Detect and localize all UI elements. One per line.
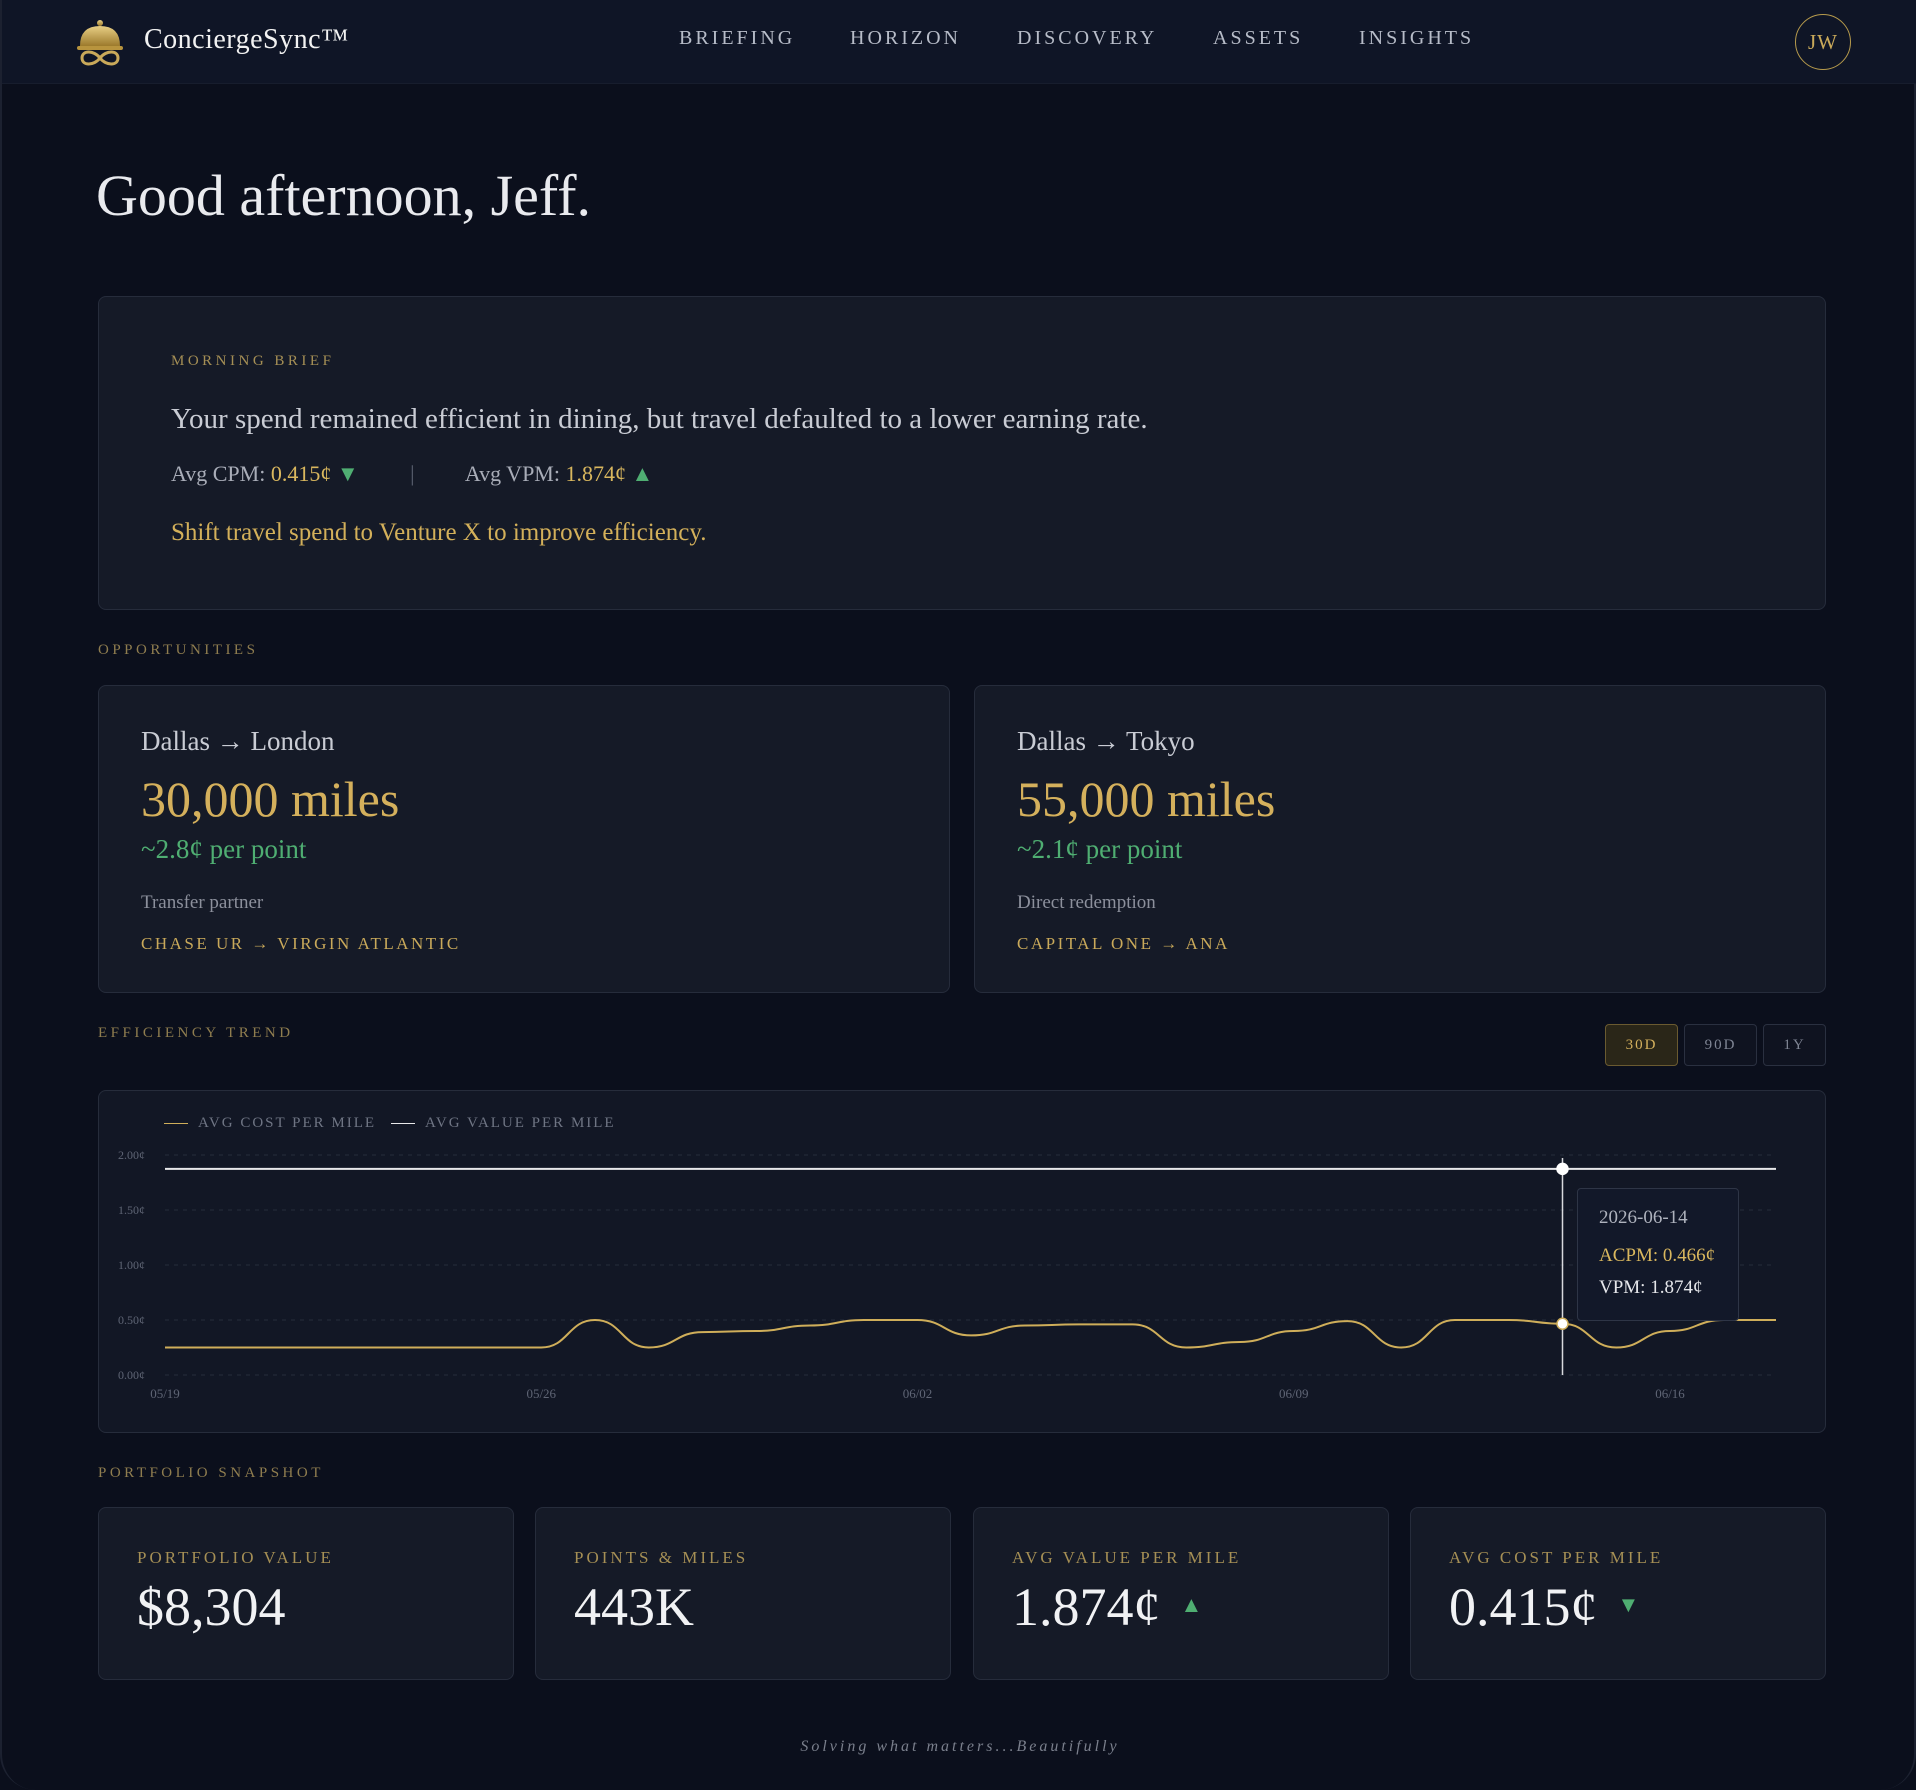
vpm-up-arrow-icon: ▲ [631,461,654,486]
cpm-down-arrow-icon: ▼ [336,461,359,486]
up-arrow-icon: ▲ [1180,1591,1203,1617]
kpi-value: 0.415¢ ▼ [1449,1577,1640,1637]
legend-cost-label: AVG COST PER MILE [198,1115,377,1131]
user-avatar[interactable]: JW [1795,14,1851,70]
legend-cost-per-mile[interactable]: AVG COST PER MILE [164,1115,376,1132]
greeting-heading: Good afternoon, Jeff. [96,163,592,228]
kpi-label: PORTFOLIO VALUE [137,1548,334,1567]
kpi-label: AVG VALUE PER MILE [1012,1548,1242,1567]
range-90d-button[interactable]: 90D [1684,1024,1757,1066]
opportunity-cpp: ~2.8¢ per point [141,834,307,864]
brief-recommendation[interactable]: Shift travel spend to Venture X to impro… [171,519,707,546]
concierge-bell-logo-icon[interactable] [74,18,126,66]
brief-metrics: Avg CPM: 0.415¢ ▼ | Avg VPM: 1.874¢ ▲ [171,461,653,487]
cpm-label: Avg CPM: [171,461,266,486]
opportunity-route: Dallas → Tokyo [1017,726,1195,756]
chart-tooltip: 2026-06-14 ACPM: 0.466¢ VPM: 1.874¢ [1577,1188,1739,1321]
kpi-avg-value-per-mile[interactable]: AVG VALUE PER MILE 1.874¢ ▲ [973,1507,1389,1680]
morning-brief-card: MORNING BRIEF Your spend remained effici… [98,296,1826,610]
kpi-points-miles[interactable]: POINTS & MILES 443K [535,1507,951,1680]
legend-value-swatch [391,1122,415,1125]
opportunity-partner: CHASE UR → VIRGIN ATLANTIC [141,934,461,953]
metrics-divider: | [410,461,415,486]
opportunity-partner: CAPITAL ONE → ANA [1017,934,1230,953]
kpi-value: 443K [574,1577,694,1637]
range-30d-button[interactable]: 30D [1605,1024,1678,1066]
brief-eyebrow: MORNING BRIEF [171,353,335,369]
efficiency-trend-label: EFFICIENCY TREND [98,1025,294,1041]
brief-summary: Your spend remained efficient in dining,… [171,403,1148,435]
opportunity-route: Dallas → London [141,726,335,756]
down-arrow-icon: ▼ [1617,1591,1640,1617]
kpi-value: 1.874¢ ▲ [1012,1577,1203,1637]
nav-horizon[interactable]: HORIZON [850,27,961,49]
opportunity-card-london[interactable]: Dallas → London 30,000 miles ~2.8¢ per p… [98,685,950,993]
opportunity-miles: 30,000 miles [141,771,400,827]
opportunities-label: OPPORTUNITIES [98,642,259,658]
vpm-value: 1.874¢ [565,461,626,486]
nav-insights[interactable]: INSIGHTS [1359,27,1475,49]
opportunity-cpp: ~2.1¢ per point [1017,834,1183,864]
top-bar: ConciergeSync™ BRIEFING HORIZON DISCOVER… [2,0,1916,84]
kpi-avg-cost-per-mile[interactable]: AVG COST PER MILE 0.415¢ ▼ [1410,1507,1826,1680]
tooltip-date: 2026-06-14 [1599,1207,1688,1228]
kpi-portfolio-value[interactable]: PORTFOLIO VALUE $8,304 [98,1507,514,1680]
legend-value-label: AVG VALUE PER MILE [425,1115,616,1131]
opportunity-type: Direct redemption [1017,892,1156,913]
footer-tagline: Solving what matters...Beautifully [800,1738,1120,1755]
kpi-value: $8,304 [137,1577,286,1637]
legend-value-per-mile[interactable]: AVG VALUE PER MILE [391,1115,616,1132]
opportunity-card-tokyo[interactable]: Dallas → Tokyo 55,000 miles ~2.1¢ per po… [974,685,1826,993]
brand-name[interactable]: ConciergeSync™ [144,24,349,55]
legend-cost-swatch [164,1122,188,1125]
range-1y-button[interactable]: 1Y [1763,1024,1826,1066]
vpm-label: Avg VPM: [464,461,560,486]
opportunity-type: Transfer partner [141,892,264,913]
tooltip-acpm: ACPM: 0.466¢ [1599,1245,1716,1266]
opportunity-miles: 55,000 miles [1017,771,1276,827]
nav-assets[interactable]: ASSETS [1213,27,1304,49]
portfolio-snapshot-label: PORTFOLIO SNAPSHOT [98,1465,324,1481]
nav-discovery[interactable]: DISCOVERY [1017,27,1158,49]
tooltip-vpm: VPM: 1.874¢ [1599,1277,1703,1298]
nav-briefing[interactable]: BRIEFING [679,27,796,49]
kpi-label: POINTS & MILES [574,1548,749,1567]
cpm-value: 0.415¢ [270,461,332,486]
kpi-label: AVG COST PER MILE [1449,1548,1664,1567]
efficiency-trend-chart-card [98,1090,1826,1433]
